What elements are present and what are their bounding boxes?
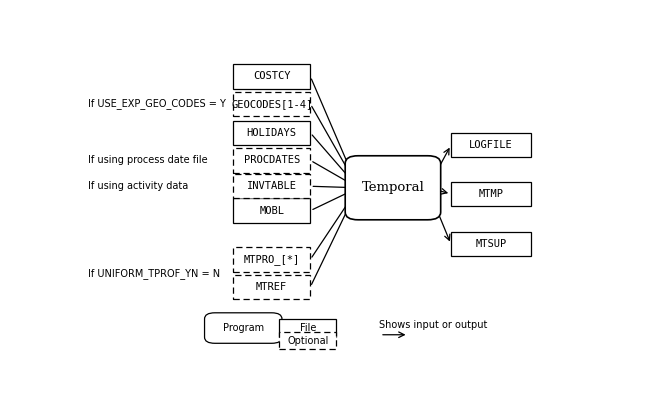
FancyBboxPatch shape bbox=[345, 156, 441, 220]
Text: HOLIDAYS: HOLIDAYS bbox=[246, 128, 296, 138]
Text: Shows input or output: Shows input or output bbox=[379, 320, 488, 331]
Text: PROCDATES: PROCDATES bbox=[244, 155, 300, 166]
FancyBboxPatch shape bbox=[233, 121, 310, 145]
Text: COSTCY: COSTCY bbox=[253, 72, 290, 82]
FancyBboxPatch shape bbox=[233, 174, 310, 198]
FancyBboxPatch shape bbox=[280, 332, 336, 349]
Text: Optional: Optional bbox=[287, 336, 328, 346]
Text: LOGFILE: LOGFILE bbox=[469, 140, 513, 150]
Text: Program: Program bbox=[222, 323, 264, 333]
FancyBboxPatch shape bbox=[451, 232, 531, 256]
Text: File: File bbox=[300, 323, 316, 333]
Text: If UNIFORM_TPROF_YN = N: If UNIFORM_TPROF_YN = N bbox=[89, 268, 220, 279]
FancyBboxPatch shape bbox=[233, 198, 310, 223]
Text: GEOCODES[1-4]: GEOCODES[1-4] bbox=[231, 99, 312, 109]
FancyBboxPatch shape bbox=[280, 319, 336, 337]
Text: Temporal: Temporal bbox=[362, 181, 424, 194]
Text: If using activity data: If using activity data bbox=[89, 181, 188, 191]
FancyBboxPatch shape bbox=[451, 133, 531, 157]
Text: INVTABLE: INVTABLE bbox=[246, 181, 296, 191]
FancyBboxPatch shape bbox=[233, 275, 310, 299]
Text: MTMP: MTMP bbox=[478, 189, 503, 199]
Text: MTPRO_[*]: MTPRO_[*] bbox=[244, 254, 300, 265]
Text: MOBL: MOBL bbox=[259, 206, 284, 216]
FancyBboxPatch shape bbox=[204, 313, 282, 343]
Text: If using process date file: If using process date file bbox=[89, 155, 208, 166]
FancyBboxPatch shape bbox=[233, 247, 310, 272]
FancyBboxPatch shape bbox=[233, 64, 310, 89]
FancyBboxPatch shape bbox=[233, 92, 310, 116]
Text: MTREF: MTREF bbox=[256, 282, 287, 292]
FancyBboxPatch shape bbox=[233, 148, 310, 173]
Text: If USE_EXP_GEO_CODES = Y: If USE_EXP_GEO_CODES = Y bbox=[89, 99, 226, 109]
FancyBboxPatch shape bbox=[451, 182, 531, 206]
Text: MTSUP: MTSUP bbox=[476, 239, 507, 249]
